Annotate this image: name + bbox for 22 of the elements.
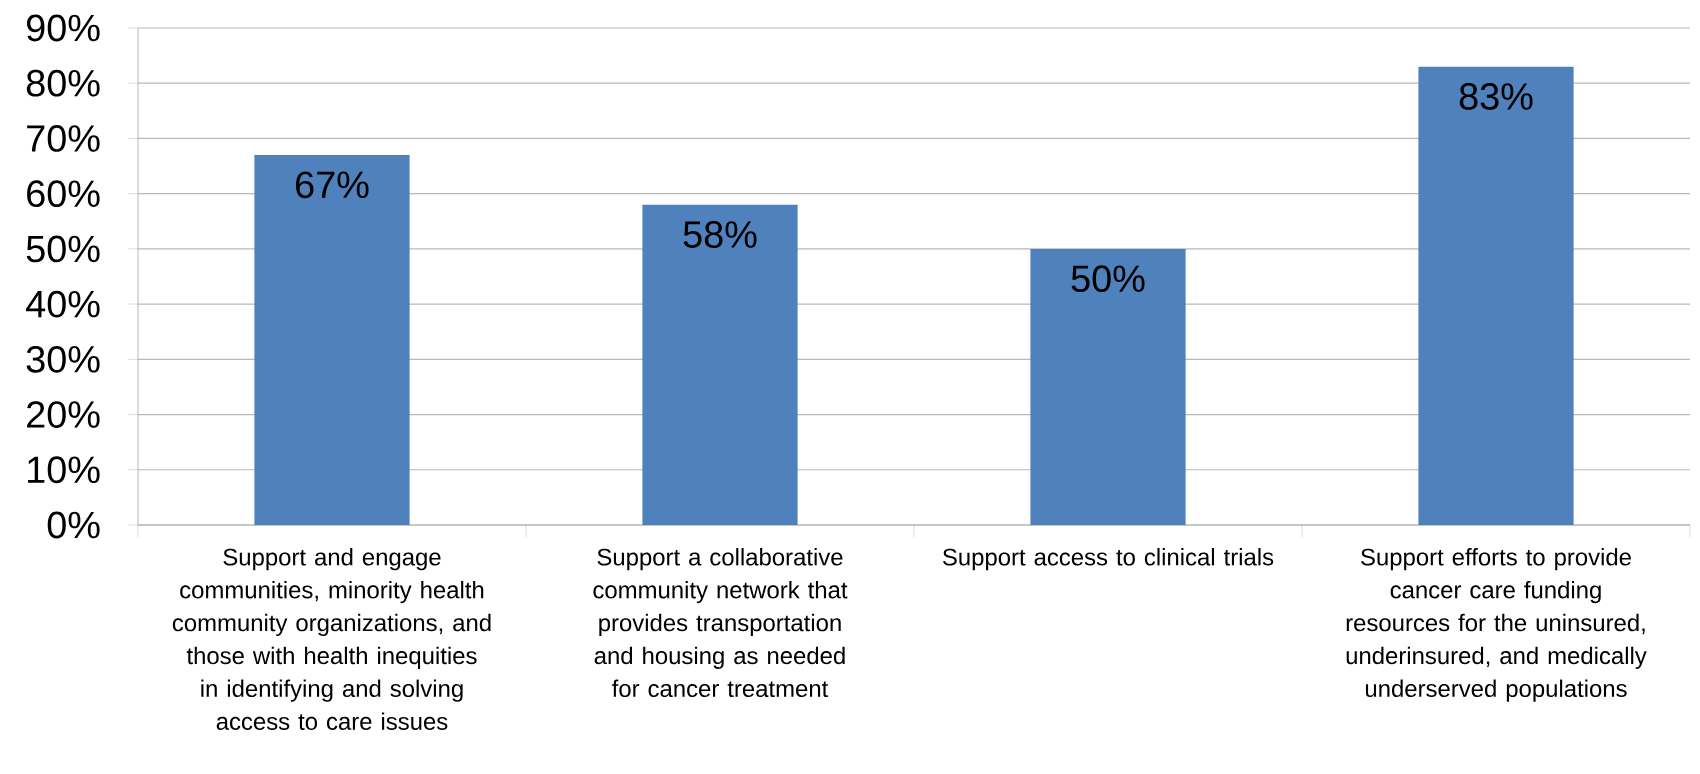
x-tick-label: Support access to clinical trials xyxy=(942,548,1274,571)
data-label: 67% xyxy=(296,171,369,199)
bar xyxy=(642,204,798,525)
data-label: 58% xyxy=(683,221,757,248)
y-tick-label: 70% xyxy=(27,125,100,152)
y-tick-label: 30% xyxy=(26,345,100,373)
y-tick-label: 20% xyxy=(27,401,100,428)
bar xyxy=(254,155,410,525)
x-tick-label: Support and engage communities, minority health community organizations, and those with health inequities in identifying and solving access to care issues xyxy=(172,548,491,730)
y-tick-label: 80% xyxy=(26,69,100,97)
data-label: 83% xyxy=(1459,83,1533,110)
bar xyxy=(1418,66,1574,525)
data-label: 50% xyxy=(1071,265,1145,293)
y-tick-label: 10% xyxy=(28,456,100,484)
y-tick-label: 90% xyxy=(26,14,100,42)
y-tick-label: 0% xyxy=(47,511,100,539)
x-tick-label: Support efforts to provide cancer care funding resources for the uninsured, underinsured, and medically underserved populations xyxy=(1346,548,1647,702)
y-tick-label: 40% xyxy=(26,290,100,318)
bar xyxy=(1030,248,1186,525)
y-tick-label: 60% xyxy=(27,180,100,208)
x-tick-label: Support a collaborative community network that provides transportation and housing as needed for cancer treatment xyxy=(593,548,848,698)
y-tick-label: 50% xyxy=(26,235,100,263)
